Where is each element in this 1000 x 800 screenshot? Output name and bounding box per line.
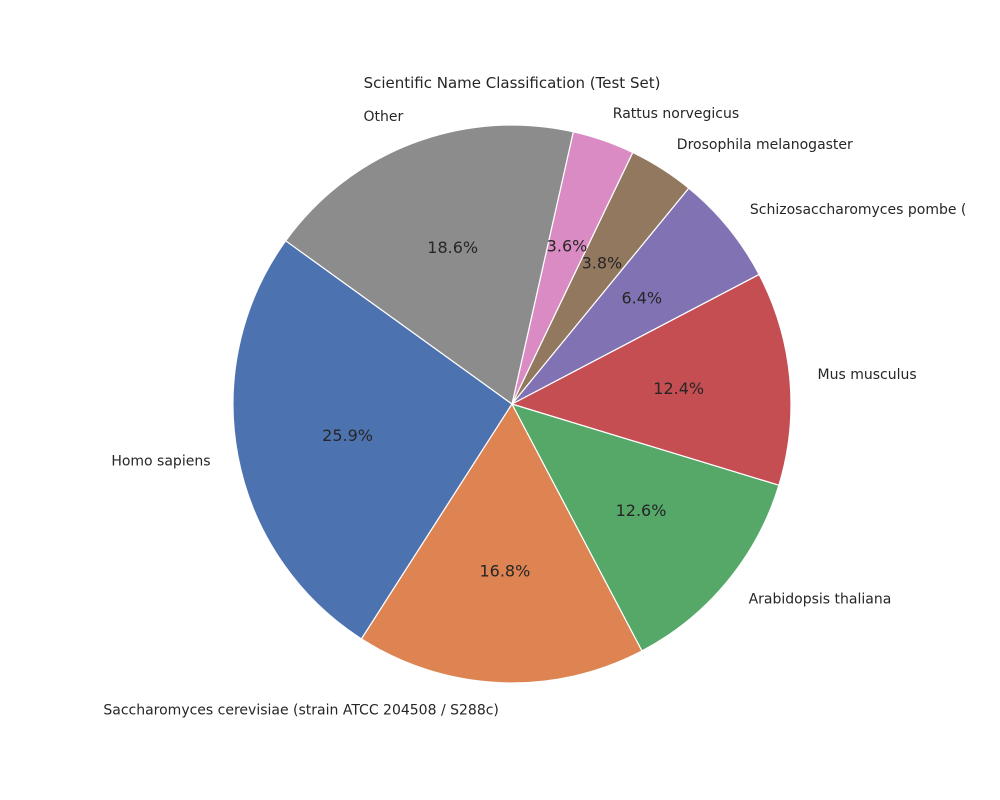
slice-label: Mus musculus [818, 367, 917, 383]
slice-percent-label: 18.6% [427, 238, 478, 257]
slice-percent-label: 12.6% [616, 501, 667, 520]
pie-slice [511, 403, 780, 652]
slice-label: Schizosaccharomyces pombe ( [750, 202, 966, 218]
slice-percent-label: 16.8% [479, 562, 530, 581]
pie-labels: Homo sapiens 25.9% Saccharomyces cerevisia… [103, 106, 966, 719]
pie-slice [232, 240, 513, 640]
slice-percent-label: 12.4% [653, 379, 704, 398]
slice-label: Saccharomyces cerevisiae (strain ATCC 20… [103, 703, 499, 719]
slice-label: Drosophila melanogaster [677, 137, 853, 153]
slice-percent-label: 3.8% [582, 253, 623, 272]
chart-title: Scientific Name Classification (Test Set… [364, 74, 661, 92]
slice-label: Arabidopsis thaliana [749, 592, 892, 608]
slice-percent-label: 6.4% [621, 289, 662, 308]
pie-slice [360, 403, 643, 684]
slice-percent-label: 3.6% [547, 236, 588, 255]
pie-slice [285, 124, 574, 405]
slice-label: Homo sapiens [111, 453, 210, 469]
slice-percent-label: 25.9% [322, 426, 373, 445]
pie-slices [232, 124, 792, 684]
slice-label: Rattus norvegicus [613, 106, 739, 122]
pie-slice [511, 273, 792, 486]
pie-slice [511, 187, 760, 405]
slice-label: Other [364, 109, 404, 125]
